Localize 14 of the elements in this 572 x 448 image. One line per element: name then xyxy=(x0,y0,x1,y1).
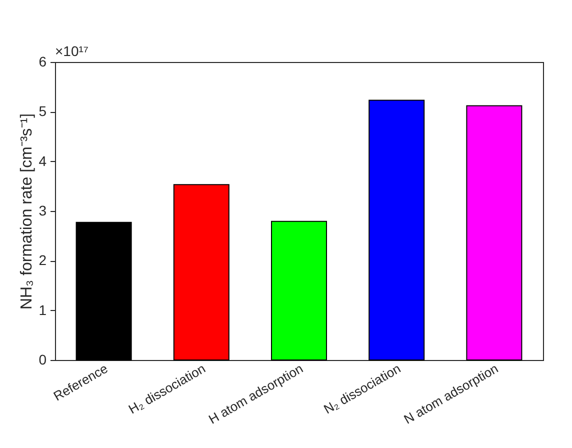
y-tick-label: 4 xyxy=(38,152,47,169)
y-tick-label: 3 xyxy=(38,202,47,218)
bar xyxy=(173,184,230,360)
y-tick-label: 1 xyxy=(38,302,47,318)
y-tick-label: 5 xyxy=(38,103,47,120)
y-tick-label: 2 xyxy=(38,252,47,268)
y-tick-label: 0 xyxy=(38,352,47,368)
y-tick-label: 6 xyxy=(38,54,47,70)
bar xyxy=(76,222,132,360)
text: ×10¹⁷ xyxy=(55,43,88,59)
bar xyxy=(271,220,327,360)
y-axis-title: NH₃ formation rate [cm⁻³s⁻¹] xyxy=(18,113,36,310)
bar xyxy=(466,105,522,360)
bar xyxy=(368,100,425,360)
